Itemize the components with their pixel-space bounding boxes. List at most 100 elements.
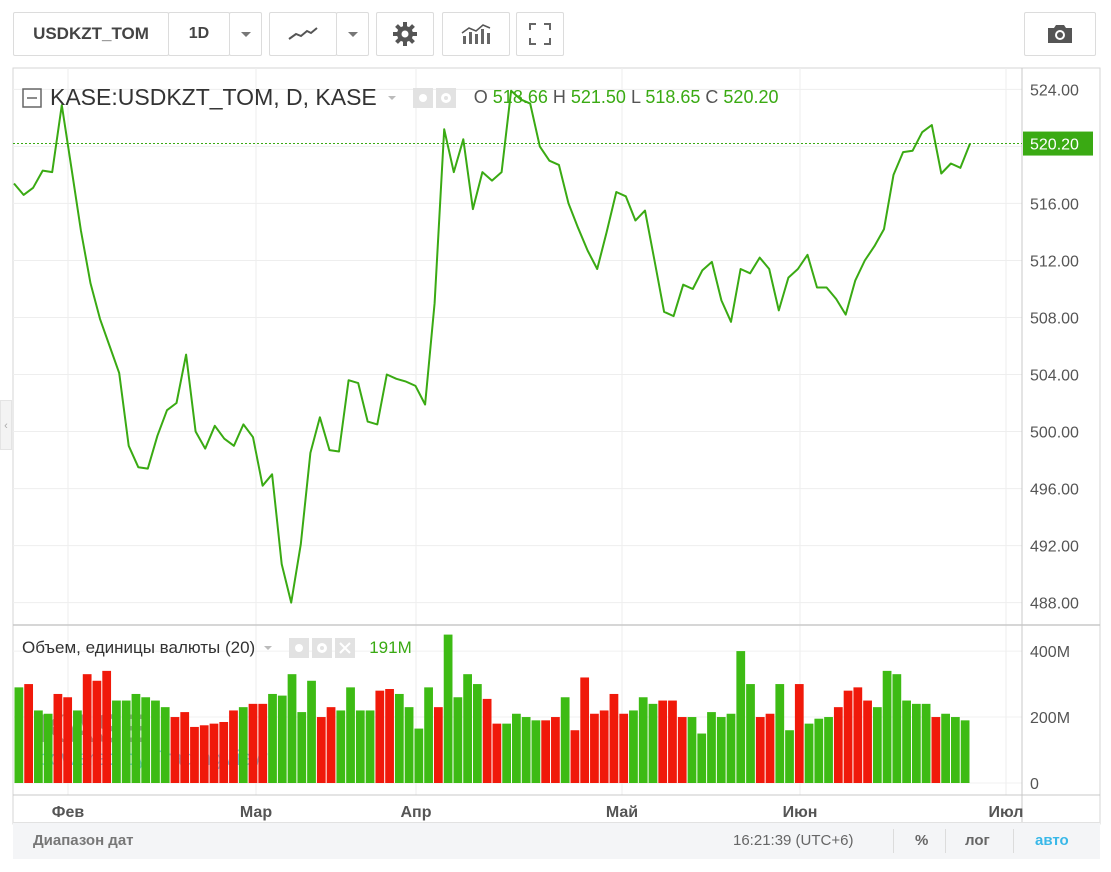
- volume-bar: [121, 700, 131, 783]
- low-label: L: [630, 87, 641, 107]
- volume-axis-ticks: 0 200M 400M: [1030, 644, 1070, 793]
- collapse-icon[interactable]: [22, 87, 42, 108]
- price-tick-label: 508.00: [1030, 310, 1079, 327]
- volume-bar: [668, 700, 677, 783]
- volume-bar: [697, 733, 707, 783]
- indicators-button[interactable]: [442, 12, 510, 56]
- price-tick-label: 504.00: [1030, 368, 1079, 385]
- volume-bar: [599, 710, 609, 783]
- volume-bar: [882, 670, 892, 783]
- volume-bar: [746, 684, 755, 783]
- volume-bar: [775, 684, 785, 783]
- volume-bar: [804, 723, 814, 783]
- fullscreen-button[interactable]: [516, 12, 564, 56]
- volume-bar: [326, 707, 336, 783]
- time-tick-label: Июл: [989, 804, 1024, 821]
- volume-bar: [463, 674, 472, 783]
- open-label: O: [473, 87, 488, 107]
- volume-bar: [472, 684, 482, 783]
- time-tick-label: Апр: [401, 804, 432, 821]
- chart-style-button[interactable]: [269, 12, 337, 56]
- auto-toggle[interactable]: авто: [1035, 832, 1069, 849]
- volume-bar: [307, 680, 316, 783]
- chevron-down-icon[interactable]: [385, 93, 399, 103]
- volume-bar: [931, 717, 941, 783]
- volume-bar: [482, 698, 492, 783]
- volume-bar: [707, 712, 716, 783]
- volume-bar: [238, 707, 248, 783]
- price-axis-ticks: 488.00 492.00 496.00 500.00 504.00 508.00 512.…: [1030, 82, 1079, 612]
- volume-bar: [619, 713, 629, 783]
- interval-dropdown-button[interactable]: [229, 12, 262, 56]
- series-legend: KASE:USDKZT_TOM, D, KASE O 518.66 H 521.…: [22, 84, 778, 111]
- volume-bar: [453, 697, 463, 783]
- volume-bar: [872, 707, 882, 783]
- chevron-down-icon: [240, 32, 251, 37]
- chevron-down-icon: [347, 32, 358, 37]
- volume-bar: [63, 697, 73, 783]
- volume-bar: [160, 707, 170, 783]
- volume-bar: [551, 717, 560, 783]
- snapshot-button[interactable]: [1024, 12, 1096, 56]
- fullscreen-icon: [529, 23, 551, 45]
- volume-bar: [765, 713, 775, 783]
- close-icon[interactable]: [335, 638, 356, 658]
- date-range-button[interactable]: Диапазон дат: [33, 832, 134, 849]
- high-value: 521.50: [570, 87, 626, 107]
- volume-bar: [199, 725, 209, 783]
- price-tick-label: 500.00: [1030, 425, 1079, 442]
- volume-bar: [229, 710, 238, 783]
- volume-bar: [814, 718, 824, 783]
- side-panel-handle[interactable]: ‹: [0, 400, 12, 450]
- eye-icon[interactable]: [412, 87, 433, 108]
- volume-bar: [736, 651, 746, 783]
- price-tick-label: 524.00: [1030, 82, 1079, 99]
- volume-bar: [629, 710, 638, 783]
- time-axis-ticks: Фев Мар Апр Май Июн Июл: [52, 804, 1024, 821]
- gear-icon: [393, 22, 417, 46]
- chart-style-dropdown-button[interactable]: [336, 12, 369, 56]
- settings-button[interactable]: [376, 12, 434, 56]
- volume-bar: [687, 717, 697, 783]
- volume-bar: [960, 720, 970, 783]
- separator: [1013, 829, 1014, 853]
- volume-legend: Объем, единицы валюты (20) 191M: [22, 638, 412, 658]
- symbol-button[interactable]: USDKZT_TOM: [13, 12, 169, 56]
- chevron-down-icon[interactable]: [261, 643, 275, 653]
- gear-icon[interactable]: [312, 638, 333, 658]
- eye-icon[interactable]: [289, 638, 310, 658]
- volume-bar: [268, 693, 277, 783]
- volume-bar: [911, 703, 921, 783]
- price-tick-label: 512.00: [1030, 253, 1079, 270]
- volume-bar: [297, 712, 307, 783]
- camera-icon: [1048, 25, 1072, 43]
- separator: [893, 829, 894, 853]
- volume-bar: [892, 674, 902, 783]
- close-label: C: [705, 87, 719, 107]
- volume-bar: [14, 687, 24, 783]
- price-line: [13, 89, 971, 604]
- log-toggle[interactable]: лог: [965, 832, 990, 849]
- volume-bar: [863, 700, 872, 783]
- volume-tick-label: 400M: [1030, 644, 1070, 661]
- volume-bar: [287, 674, 297, 783]
- volume-bar: [277, 695, 287, 783]
- volume-bar: [902, 700, 911, 783]
- volume-bar: [824, 717, 833, 783]
- volume-bar: [24, 684, 34, 783]
- volume-bar: [755, 717, 765, 783]
- volume-bar: [502, 723, 512, 783]
- price-tick-label: 516.00: [1030, 196, 1079, 213]
- gear-icon[interactable]: [435, 87, 456, 108]
- volume-bar: [248, 703, 258, 783]
- volume-tick-label: 0: [1030, 776, 1039, 793]
- volume-bar: [638, 697, 648, 783]
- volume-bar: [365, 710, 375, 783]
- open-value: 518.66: [492, 87, 548, 107]
- percent-toggle[interactable]: %: [915, 832, 929, 849]
- volume-bar: [346, 687, 355, 783]
- volume-bar: [941, 713, 950, 783]
- volume-bar: [853, 687, 863, 783]
- volume-bar: [385, 689, 394, 783]
